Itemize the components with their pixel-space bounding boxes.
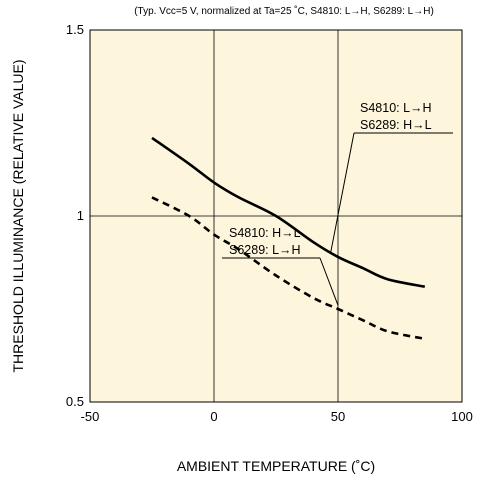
annotation-leader xyxy=(319,257,339,306)
annotations: S4810: L→H S6289: H→L S4810: H→L S6289: L→H xyxy=(222,101,453,306)
series-lines xyxy=(151,136,426,341)
x-tick-label: 100 xyxy=(451,409,473,424)
x-tick-label: -50 xyxy=(81,409,100,424)
x-tick-label: 50 xyxy=(331,409,345,424)
y-tick-label: 1.5 xyxy=(66,22,84,37)
x-axis-title: AMBIENT TEMPERATURE (˚C) xyxy=(177,458,375,474)
series-line-dashed xyxy=(151,196,426,341)
annotation-text: S6289: L→H xyxy=(229,243,301,257)
series-line-solid xyxy=(151,136,426,288)
x-tick-label: 0 xyxy=(210,409,217,424)
annotation-text: S4810: H→L xyxy=(229,226,301,240)
annotation-group: S4810: L→H S6289: H→L xyxy=(330,101,453,254)
tick-labels: -50 0 50 100 0.5 1 1.5 xyxy=(66,22,473,424)
y-axis-title: THRESHOLD ILLUMINANCE (RELATIVE VALUE) xyxy=(10,60,26,373)
annotation-text: S4810: L→H xyxy=(360,101,432,115)
annotation-text: S6289: H→L xyxy=(360,118,432,132)
annotation-leader xyxy=(330,132,355,254)
y-tick-label: 1 xyxy=(77,208,84,223)
chart-conditions: (Typ. Vcc=5 V, normalized at Ta=25 ˚C, S… xyxy=(134,5,434,17)
annotation-group: S4810: H→L S6289: L→H xyxy=(222,226,339,306)
y-tick-label: 0.5 xyxy=(66,394,84,409)
